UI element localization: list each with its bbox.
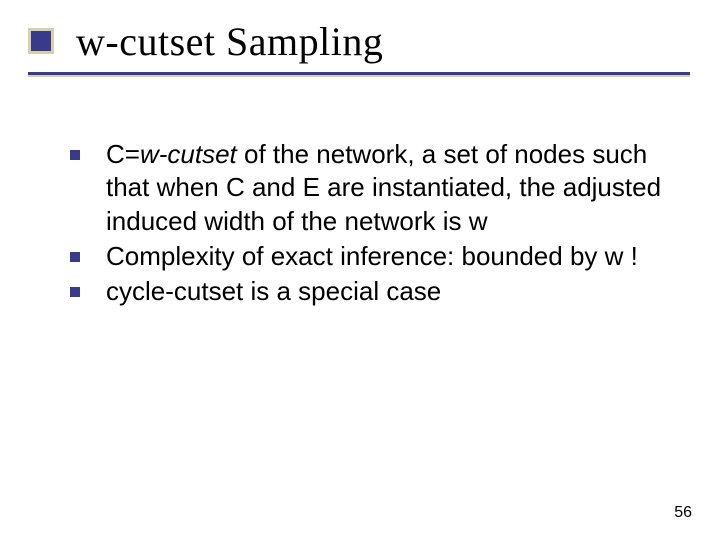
page-number: 56 [674, 504, 692, 522]
bullet-text-3: cycle-cutset is a special case [106, 275, 441, 308]
bullet-text-2: Complexity of exact inference: bounded b… [106, 240, 638, 273]
square-bullet-icon [70, 252, 80, 262]
bullet-1-prefix: C= [106, 139, 140, 169]
title-underline-shadow [28, 75, 690, 77]
slide-title: w-cutset Sampling [76, 18, 383, 65]
bullet-item: Complexity of exact inference: bounded b… [70, 240, 680, 273]
bullet-item: cycle-cutset is a special case [70, 275, 680, 308]
title-row: w-cutset Sampling [0, 0, 720, 65]
bullet-item: C=w-cutset of the network, a set of node… [70, 138, 680, 238]
bullet-text-1: C=w-cutset of the network, a set of node… [106, 138, 680, 238]
slide-container: w-cutset Sampling C=w-cutset of the netw… [0, 0, 720, 540]
slide-content: C=w-cutset of the network, a set of node… [70, 138, 680, 310]
square-bullet-icon [70, 287, 80, 297]
bullet-1-italic: w-cutset [140, 139, 237, 169]
title-accent-box [28, 28, 54, 54]
square-bullet-icon [70, 150, 80, 160]
